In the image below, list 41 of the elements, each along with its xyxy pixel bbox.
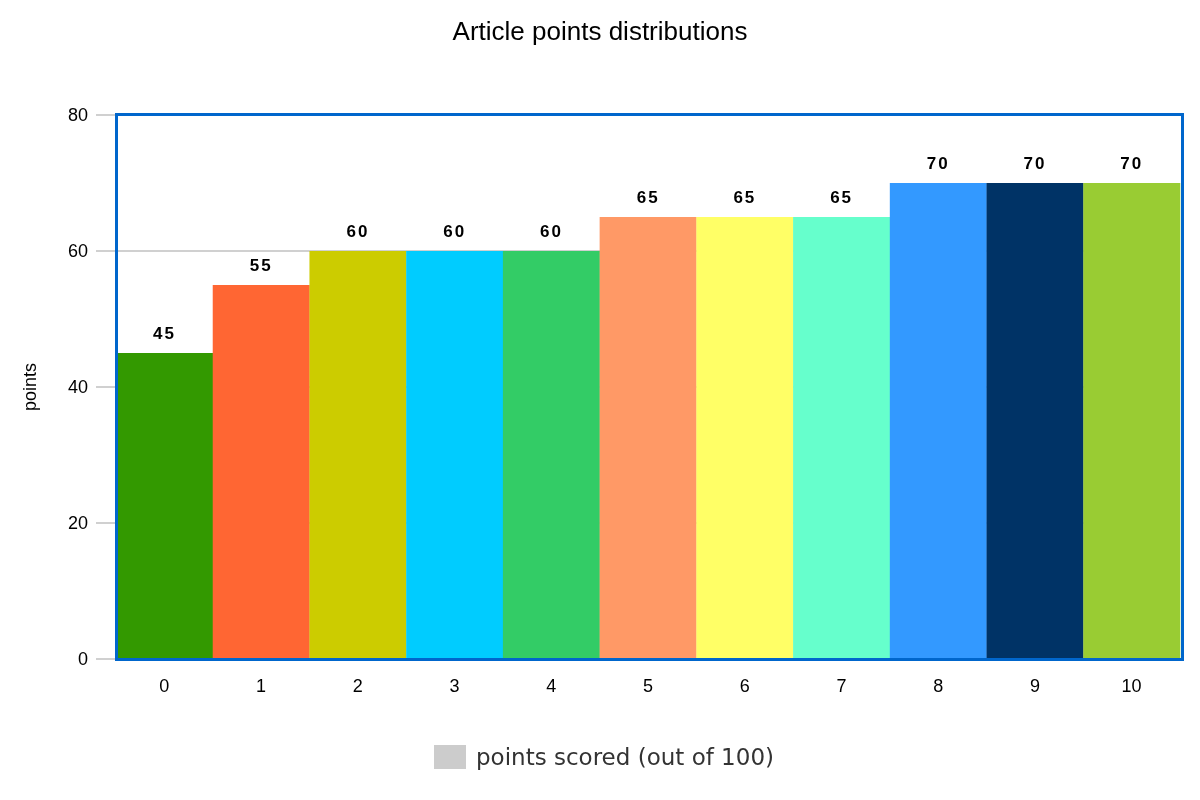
- y-tick-label: 0: [77, 649, 88, 670]
- data-label: 60: [346, 222, 370, 241]
- x-tick-label: 7: [836, 675, 847, 696]
- data-label: 60: [443, 222, 467, 241]
- bar: [986, 183, 1084, 659]
- bar: [212, 285, 310, 659]
- bar: [599, 217, 697, 659]
- x-tick-label: 8: [933, 675, 944, 696]
- bar: [889, 183, 987, 659]
- y-tick-label: 60: [67, 241, 88, 262]
- text: points scored (out of 100): [476, 744, 774, 770]
- x-tick-label: 9: [1029, 675, 1040, 696]
- x-tick-label: 6: [739, 675, 750, 696]
- data-label: 70: [1120, 154, 1144, 173]
- bar: [502, 251, 600, 659]
- data-label: 60: [539, 222, 563, 241]
- data-label: 65: [830, 188, 854, 207]
- data-label: 45: [153, 324, 176, 343]
- data-label: 65: [733, 188, 757, 207]
- data-label: 55: [249, 256, 273, 275]
- bar: [1083, 183, 1181, 659]
- x-tick-label: 3: [449, 675, 460, 696]
- x-tick-label: 5: [642, 675, 654, 696]
- bar: [696, 217, 794, 659]
- x-tick-label: 0: [159, 675, 170, 696]
- bar: [793, 217, 891, 659]
- bar: [116, 353, 213, 659]
- data-label: 65: [636, 188, 660, 207]
- y-tick-label: 20: [67, 513, 88, 534]
- x-tick-label: 2: [352, 675, 363, 696]
- x-tick-label: 4: [546, 675, 557, 696]
- bar: [406, 251, 504, 659]
- data-label: 70: [1023, 154, 1047, 173]
- y-axis-title: points: [20, 362, 41, 412]
- chart-title: Article points distributions: [451, 16, 749, 47]
- x-tick-label: 1: [256, 675, 267, 696]
- y-tick-label: 40: [67, 377, 88, 398]
- data-label: 70: [926, 154, 950, 173]
- y-tick-label: 80: [67, 105, 88, 126]
- bar: [309, 251, 407, 659]
- x-tick-label: 10: [1121, 675, 1142, 696]
